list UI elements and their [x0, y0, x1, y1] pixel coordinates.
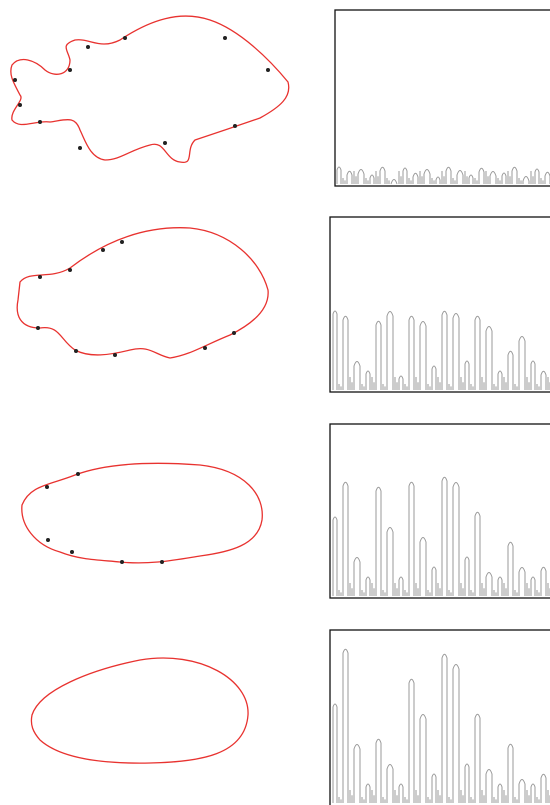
contour-shape: [17, 228, 268, 358]
point: [38, 275, 42, 279]
point: [123, 36, 127, 40]
point: [45, 485, 49, 489]
contour-points: [13, 36, 270, 150]
signal-panel: [330, 217, 550, 392]
point: [18, 103, 22, 107]
point: [233, 124, 237, 128]
point: [101, 248, 105, 252]
point: [86, 45, 90, 49]
contour-shape: [22, 463, 262, 563]
point: [113, 353, 117, 357]
point: [68, 68, 72, 72]
point: [68, 268, 72, 272]
point: [203, 346, 207, 350]
signal-panel: [330, 630, 550, 805]
page: {} (() =>: [0, 0, 550, 805]
contour-points: [45, 472, 164, 564]
signal-panel: [330, 424, 550, 598]
point: [38, 120, 42, 124]
point: [70, 550, 74, 554]
point: [13, 78, 17, 82]
point: [120, 560, 124, 564]
point: [36, 326, 40, 330]
point: [74, 349, 78, 353]
point: [46, 538, 50, 542]
signal-panel: [335, 10, 550, 186]
point: [163, 141, 167, 145]
contour-points: [36, 240, 236, 357]
point: [76, 472, 80, 476]
point: [160, 560, 164, 564]
point: [120, 240, 124, 244]
point: [232, 331, 236, 335]
point: [223, 36, 227, 40]
point: [266, 68, 270, 72]
point: [78, 146, 82, 150]
contour-shape: [31, 658, 248, 763]
contour-shape: [11, 16, 289, 162]
figure: [0, 0, 550, 805]
